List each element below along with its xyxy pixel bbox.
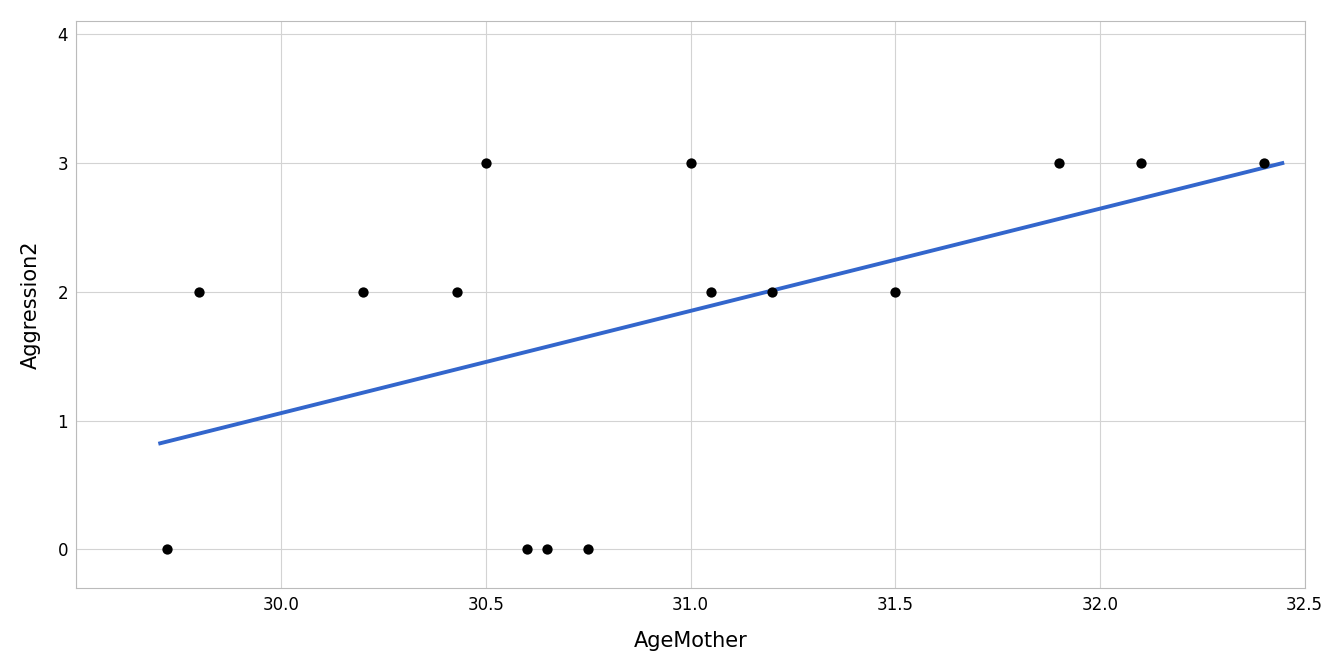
Point <box>578 544 599 555</box>
Point <box>884 286 906 297</box>
Point <box>188 286 210 297</box>
Point <box>516 544 538 555</box>
Point <box>1048 157 1070 168</box>
Point <box>476 157 497 168</box>
Point <box>1130 157 1152 168</box>
Point <box>536 544 558 555</box>
Point <box>680 157 702 168</box>
Point <box>446 286 468 297</box>
X-axis label: AgeMother: AgeMother <box>633 631 747 651</box>
Point <box>156 544 177 555</box>
Point <box>762 286 784 297</box>
Point <box>1253 157 1274 168</box>
Point <box>352 286 374 297</box>
Y-axis label: Aggression2: Aggression2 <box>22 241 40 369</box>
Point <box>700 286 722 297</box>
